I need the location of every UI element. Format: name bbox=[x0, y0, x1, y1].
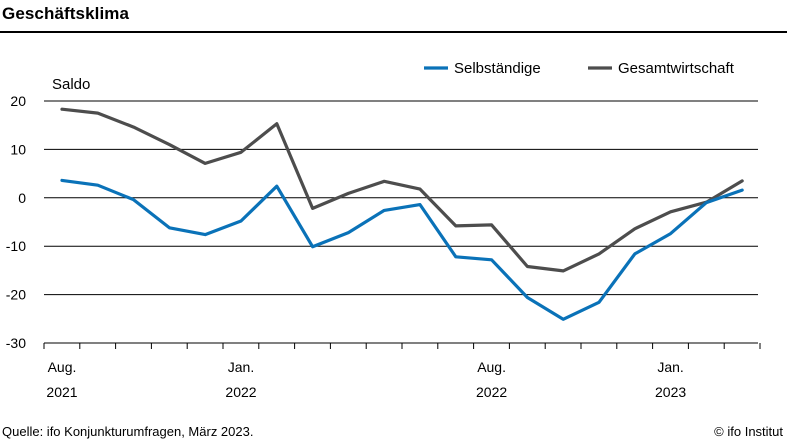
y-tick-label: 20 bbox=[10, 93, 26, 109]
legend-label: Gesamtwirtschaft bbox=[618, 60, 735, 77]
title-divider bbox=[0, 31, 787, 33]
legend-label: Selbständige bbox=[454, 60, 541, 77]
x-tick-label-month: Jan. bbox=[228, 359, 254, 375]
chart-title: Geschäftsklima bbox=[2, 4, 130, 23]
y-tick-label: -10 bbox=[6, 238, 26, 254]
x-tick-label-year: 2021 bbox=[46, 384, 77, 400]
x-tick-label-month: Aug. bbox=[477, 359, 506, 375]
y-tick-label: -30 bbox=[6, 335, 26, 351]
y-axis-label: Saldo bbox=[52, 76, 90, 93]
x-tick-label-year: 2023 bbox=[655, 384, 686, 400]
x-tick-label-month: Aug. bbox=[48, 359, 77, 375]
source-note: Quelle: ifo Konjunkturumfragen, März 202… bbox=[2, 424, 254, 439]
x-tick-label-month: Jan. bbox=[657, 359, 683, 375]
copyright-note: © ifo Institut bbox=[714, 424, 783, 439]
y-tick-label: 10 bbox=[10, 141, 26, 157]
x-tick-label-year: 2022 bbox=[225, 384, 256, 400]
x-tick-label-year: 2022 bbox=[476, 384, 507, 400]
y-tick-label: -20 bbox=[6, 287, 26, 303]
y-tick-label: 0 bbox=[18, 190, 26, 206]
series-line-selbstaendige bbox=[60, 178, 744, 321]
series-line-gesamtwirtschaft bbox=[60, 107, 744, 273]
